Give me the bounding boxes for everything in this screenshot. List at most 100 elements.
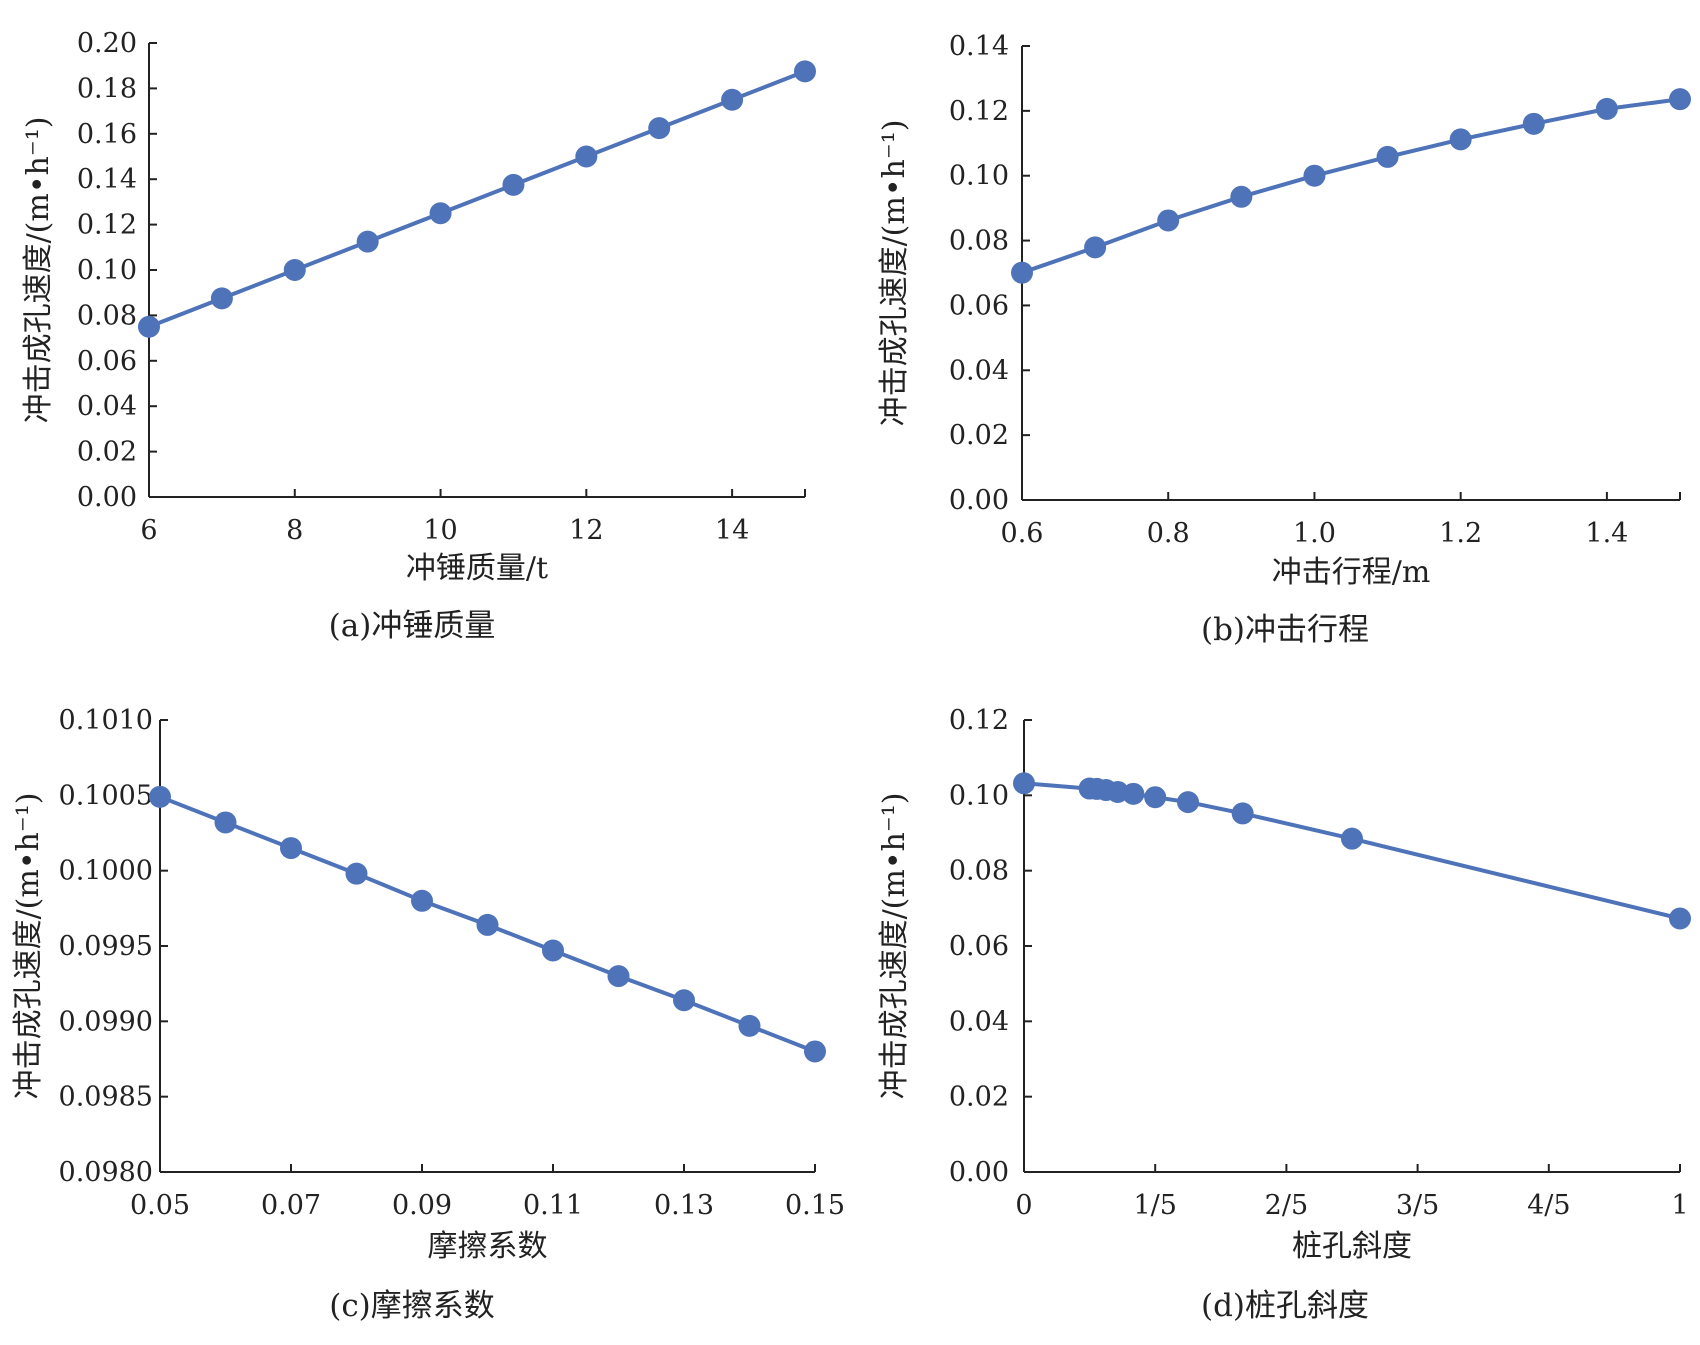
data-point (648, 117, 671, 140)
panel-caption: (c)摩擦系数 (329, 1288, 495, 1324)
data-point (721, 88, 744, 111)
y-tick-label: 0.00 (949, 485, 1009, 516)
y-axis-title: 冲击成孔速度/(m•h⁻¹) (11, 793, 46, 1100)
data-point (673, 989, 695, 1012)
x-tick-label: 3/5 (1396, 1190, 1439, 1221)
x-tick-label: 0 (1015, 1190, 1032, 1221)
data-point (1595, 97, 1618, 120)
panel-a-chart: 0.00 0.02 0.04 0.06 0.08 0.10 0.12 0.14 0.16 0.18… (21, 28, 816, 644)
data-point (149, 785, 171, 808)
panel-caption: (d)桩孔斜度 (1201, 1288, 1369, 1324)
x-tick-label: 10 (423, 515, 457, 546)
data-point (738, 1014, 761, 1037)
data-point (1144, 786, 1167, 809)
x-tick-label: 1.4 (1585, 518, 1628, 549)
x-tick-label: 4/5 (1527, 1190, 1570, 1221)
data-point (1230, 185, 1253, 208)
series-line (148, 69, 806, 329)
y-tick-label: 0.06 (949, 931, 1009, 962)
x-tick-label: 0.15 (785, 1190, 845, 1221)
y-tick-label: 0.1010 (59, 705, 153, 736)
data-point (1669, 907, 1691, 930)
y-tick-label: 0.10 (77, 255, 137, 286)
data-point (804, 1040, 826, 1063)
x-tick-label: 0.11 (523, 1190, 583, 1221)
x-tick-label: 6 (140, 515, 157, 546)
data-point (280, 837, 302, 860)
data-point (1013, 772, 1035, 795)
data-point (1449, 128, 1472, 151)
x-tick-label: 0.8 (1147, 518, 1190, 549)
x-tick-label: 8 (286, 515, 303, 546)
panel-c-chart: 0.0980 0.0985 0.0990 0.0995 0.1000 0.1005 0.10… (11, 705, 845, 1324)
data-point (575, 145, 598, 168)
data-point (138, 315, 160, 338)
data-point (1303, 164, 1326, 187)
y-tick-label: 0.0985 (59, 1082, 153, 1113)
data-point (476, 913, 499, 936)
data-point (214, 811, 237, 834)
x-tick-label: 0.13 (654, 1190, 714, 1221)
y-tick-label: 0.00 (949, 1157, 1009, 1188)
y-tick-label: 0.06 (949, 290, 1009, 321)
y-tick-label: 0.08 (949, 856, 1009, 887)
data-point (794, 60, 816, 83)
x-tick-label: 14 (715, 515, 749, 546)
data-point (1522, 112, 1545, 135)
x-tick-label: 12 (569, 515, 603, 546)
data-point (1231, 802, 1254, 825)
y-tick-label: 0.0995 (59, 931, 153, 962)
x-tick-label: 0.6 (1001, 518, 1044, 549)
x-axis-title: 冲击行程/m (1272, 555, 1431, 590)
x-axis-title: 冲锤质量/t (406, 551, 548, 586)
data-point (542, 939, 564, 962)
data-point (283, 259, 306, 281)
data-point (210, 287, 233, 310)
y-tick-label: 0.04 (949, 355, 1009, 386)
data-point (1376, 145, 1399, 168)
data-point (411, 889, 433, 912)
x-tick-label: 2/5 (1265, 1190, 1308, 1221)
x-axis-title: 摩擦系数 (428, 1229, 548, 1264)
y-tick-label: 0.1005 (59, 780, 153, 811)
data-point (1669, 88, 1691, 111)
panel-b-chart: 0.00 0.02 0.04 0.06 0.08 0.10 0.12 0.14 0.6 0.8 1.… (877, 31, 1691, 648)
y-tick-label: 0.18 (77, 73, 137, 104)
series-line (1023, 781, 1681, 921)
x-tick-label: 1/5 (1133, 1190, 1176, 1221)
y-axis-title: 冲击成孔速度/(m•h⁻¹) (877, 793, 912, 1100)
data-point (1157, 209, 1180, 232)
y-tick-label: 0.10 (949, 780, 1009, 811)
y-tick-label: 0.04 (949, 1006, 1009, 1037)
data-point (1084, 236, 1107, 259)
y-tick-label: 0.08 (77, 300, 137, 331)
data-point (1341, 827, 1363, 850)
y-tick-label: 0.1000 (59, 856, 153, 887)
x-tick-label: 1.2 (1439, 518, 1482, 549)
y-tick-label: 0.16 (77, 119, 137, 150)
y-tick-label: 0.20 (77, 28, 137, 59)
x-tick-label: 1.0 (1293, 518, 1336, 549)
data-point (356, 230, 379, 253)
y-axis-title: 冲击成孔速度/(m•h⁻¹) (21, 117, 56, 424)
data-point (1122, 782, 1145, 805)
series-line (1021, 97, 1681, 275)
data-point (1177, 791, 1199, 814)
y-tick-label: 0.00 (77, 482, 137, 513)
y-tick-label: 0.12 (77, 210, 137, 241)
y-tick-label: 0.0980 (59, 1157, 153, 1188)
y-tick-label: 0.02 (949, 420, 1009, 451)
x-tick-label: 1 (1671, 1190, 1688, 1221)
data-point (429, 202, 452, 225)
data-point (607, 965, 630, 988)
x-tick-label: 0.05 (130, 1190, 190, 1221)
y-tick-label: 0.12 (949, 705, 1009, 736)
data-point (1011, 261, 1033, 284)
data-point (345, 862, 368, 885)
data-point (502, 173, 525, 196)
y-tick-label: 0.14 (77, 164, 137, 195)
x-axis-title: 桩孔斜度 (1292, 1229, 1412, 1264)
panel-caption: (a)冲锤质量 (329, 608, 496, 644)
x-tick-label: 0.09 (392, 1190, 452, 1221)
